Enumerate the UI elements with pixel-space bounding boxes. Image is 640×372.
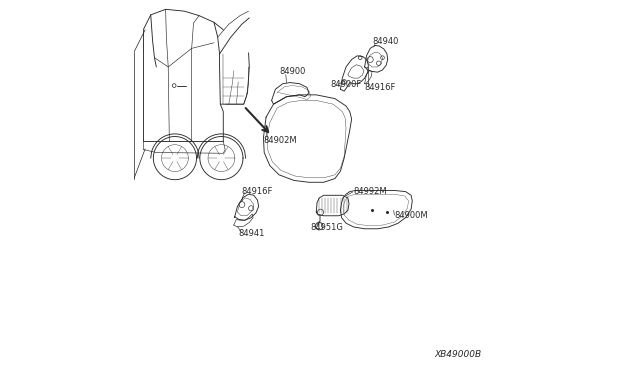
Text: 84900F: 84900F — [330, 80, 362, 89]
Text: 84916F: 84916F — [365, 83, 396, 92]
Text: XB49000B: XB49000B — [434, 350, 481, 359]
Text: 84900M: 84900M — [394, 211, 428, 220]
Text: 84902M: 84902M — [264, 136, 297, 145]
Text: 84940: 84940 — [372, 37, 399, 46]
Text: 84916F: 84916F — [241, 187, 273, 196]
Text: 84951G: 84951G — [310, 223, 343, 232]
Text: 84900: 84900 — [279, 67, 305, 76]
Text: 84941: 84941 — [238, 229, 264, 238]
Text: 84992M: 84992M — [353, 187, 387, 196]
